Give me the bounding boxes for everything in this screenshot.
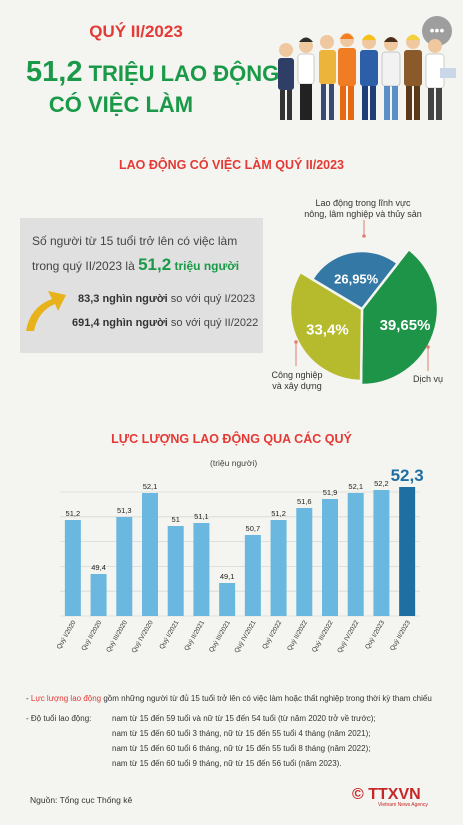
headline-number: 51,2 — [26, 56, 83, 88]
compare-q2-value: 691,4 nghìn người — [72, 317, 168, 329]
footnote-age-line: nam từ 15 đến 59 tuổi và nữ từ 15 đến 54… — [112, 714, 376, 723]
note-agriculture-line2: nông, lâm nghiệp và thủy sản — [304, 209, 422, 219]
bar — [90, 574, 107, 616]
x-tick-label: Quý III/2020 — [105, 619, 129, 653]
bar — [193, 523, 210, 616]
info-value: 51,2 — [138, 255, 172, 274]
footnote-age-line: nam từ 15 đến 60 tuổi 3 tháng, nữ từ 15 … — [112, 729, 371, 738]
x-tick-label: Quý I/2020 — [56, 619, 78, 650]
ttxvn-logo-subtitle: Vietnam News Agency — [378, 802, 428, 808]
bar-value-label: 51,2 — [66, 509, 81, 518]
x-tick-label: Quý I/2022 — [261, 619, 283, 650]
source-note: Nguồn: Tổng cục Thống kê — [30, 795, 133, 805]
quarter-title: QUÝ II/2023 — [89, 22, 183, 41]
note-industry-line1: Công nghiệp — [271, 370, 323, 380]
x-tick-label: Quý I/2021 — [158, 619, 180, 650]
bar-value-label: 50,7 — [246, 524, 261, 533]
headline-line2: CÓ VIỆC LÀM — [48, 92, 194, 117]
bar-value-label: 49,1 — [220, 572, 235, 581]
compare-q1-value: 83,3 nghìn người — [78, 293, 168, 305]
info-unit: triệu người — [171, 259, 240, 273]
note-agriculture-line1: Lao động trong lĩnh vực — [315, 198, 411, 208]
chart-unit-label: (triệu người) — [210, 458, 258, 468]
bar — [296, 508, 313, 616]
labour-force-bar-chart: 51,2 Quý I/2020 49,4 Quý II/2020 51,3 Quý III… — [56, 468, 424, 654]
info-line1: Số người từ 15 tuổi trở lên có việc làm — [32, 234, 238, 248]
pie-slice — [310, 249, 400, 311]
section2-title: LỰC LƯỢNG LAO ĐỘNG QUA CÁC QUÝ — [111, 432, 352, 446]
note-agriculture: Lao động trong lĩnh vực nông, lâm nghiệp… — [298, 198, 428, 220]
x-tick-label: Quý I/2023 — [364, 619, 386, 650]
compare-q2-text: so với quý II/2022 — [167, 317, 259, 329]
bar — [347, 493, 364, 616]
x-tick-label: Quý III/2022 — [311, 619, 335, 653]
section1-title: LAO ĐỘNG CÓ VIỆC LÀM QUÝ II/2023 — [118, 158, 345, 172]
x-tick-label: Quý IV/2022 — [336, 619, 360, 654]
info-box — [20, 218, 263, 353]
workers-illustration — [278, 33, 456, 120]
note-agriculture-pointer — [362, 220, 366, 238]
bar — [373, 490, 390, 616]
bar-value-label: 51,2 — [271, 509, 286, 518]
bar-value-label: 51,3 — [117, 506, 132, 515]
footnote-term: Lực lượng lao động — [30, 694, 102, 703]
bar-value-label: 51 — [172, 515, 180, 524]
bar — [116, 517, 133, 616]
x-tick-label: Quý II/2023 — [389, 619, 412, 652]
compare-q2-2022: 691,4 nghìn người so với quý II/2022 — [72, 317, 258, 329]
bar-value-label: 52,1 — [348, 482, 363, 491]
pie-slice-label: 33,4% — [306, 321, 349, 338]
footnote-age-line: nam từ 15 đến 60 tuổi 9 tháng, nữ từ 15 … — [112, 759, 342, 768]
bar-value-label: 51,9 — [323, 488, 338, 497]
bar — [244, 535, 261, 616]
compare-q1-text: so với quý I/2023 — [167, 293, 256, 305]
bar — [167, 526, 184, 616]
bar-value-label: 52,2 — [374, 479, 389, 488]
pie-slice — [359, 247, 440, 387]
bar — [270, 520, 287, 616]
bar — [322, 499, 338, 616]
bar-value-label: 52,3 — [391, 468, 424, 485]
headline-text: TRIỆU LAO ĐỘNG — [82, 61, 280, 86]
note-industry-pointer — [294, 340, 298, 366]
x-tick-label: Quý II/2021 — [183, 619, 206, 652]
ttxvn-logo: © TTXVN — [352, 786, 421, 803]
note-industry-line2: và xây dựng — [272, 381, 322, 391]
bar-value-label: 51,6 — [297, 497, 312, 506]
bar-value-label: 49,4 — [91, 563, 106, 572]
footnote-age-line: nam từ 15 đến 60 tuổi 6 tháng, nữ từ 15 … — [112, 744, 371, 753]
bar — [142, 493, 158, 616]
bar — [219, 583, 236, 616]
info-line2: trong quý II/2023 là 51,2 triệu người — [32, 255, 239, 275]
employment-pie-chart: 39,65% 33,4% 26,95% — [288, 247, 440, 387]
headline: 51,2 TRIỆU LAO ĐỘNG — [26, 56, 279, 89]
up-arrow-icon — [26, 291, 66, 331]
note-service-pointer — [426, 345, 430, 371]
bar-value-label: 51,1 — [194, 512, 209, 521]
bar — [399, 487, 416, 616]
footnote-age-label: Độ tuổi lao động: — [30, 714, 92, 723]
x-tick-label: Quý IV/2021 — [233, 619, 257, 654]
pie-slice-label: 26,95% — [334, 272, 379, 287]
x-tick-label: Quý III/2021 — [208, 619, 232, 653]
footnote-age-prefix: - Độ tuổi lao động: — [26, 714, 92, 723]
footnote-definition: gồm những người từ đủ 15 tuổi trở lên có… — [101, 694, 432, 703]
info-line2-prefix: trong quý II/2023 là — [32, 259, 139, 273]
pie-slice-label: 39,65% — [380, 317, 431, 334]
note-industry: Công nghiệp và xây dựng — [266, 370, 328, 392]
x-tick-label: Quý IV/2020 — [131, 619, 155, 654]
x-tick-label: Quý II/2022 — [286, 619, 309, 652]
compare-q1-2023: 83,3 nghìn người so với quý I/2023 — [78, 293, 255, 305]
bar-value-label: 52,1 — [143, 482, 158, 491]
x-tick-label: Quý II/2020 — [80, 619, 103, 652]
footnote-labour-force: - Lực lượng lao động gồm những người từ … — [26, 694, 432, 703]
note-service: Dịch vụ — [412, 374, 443, 384]
bar — [64, 520, 81, 616]
